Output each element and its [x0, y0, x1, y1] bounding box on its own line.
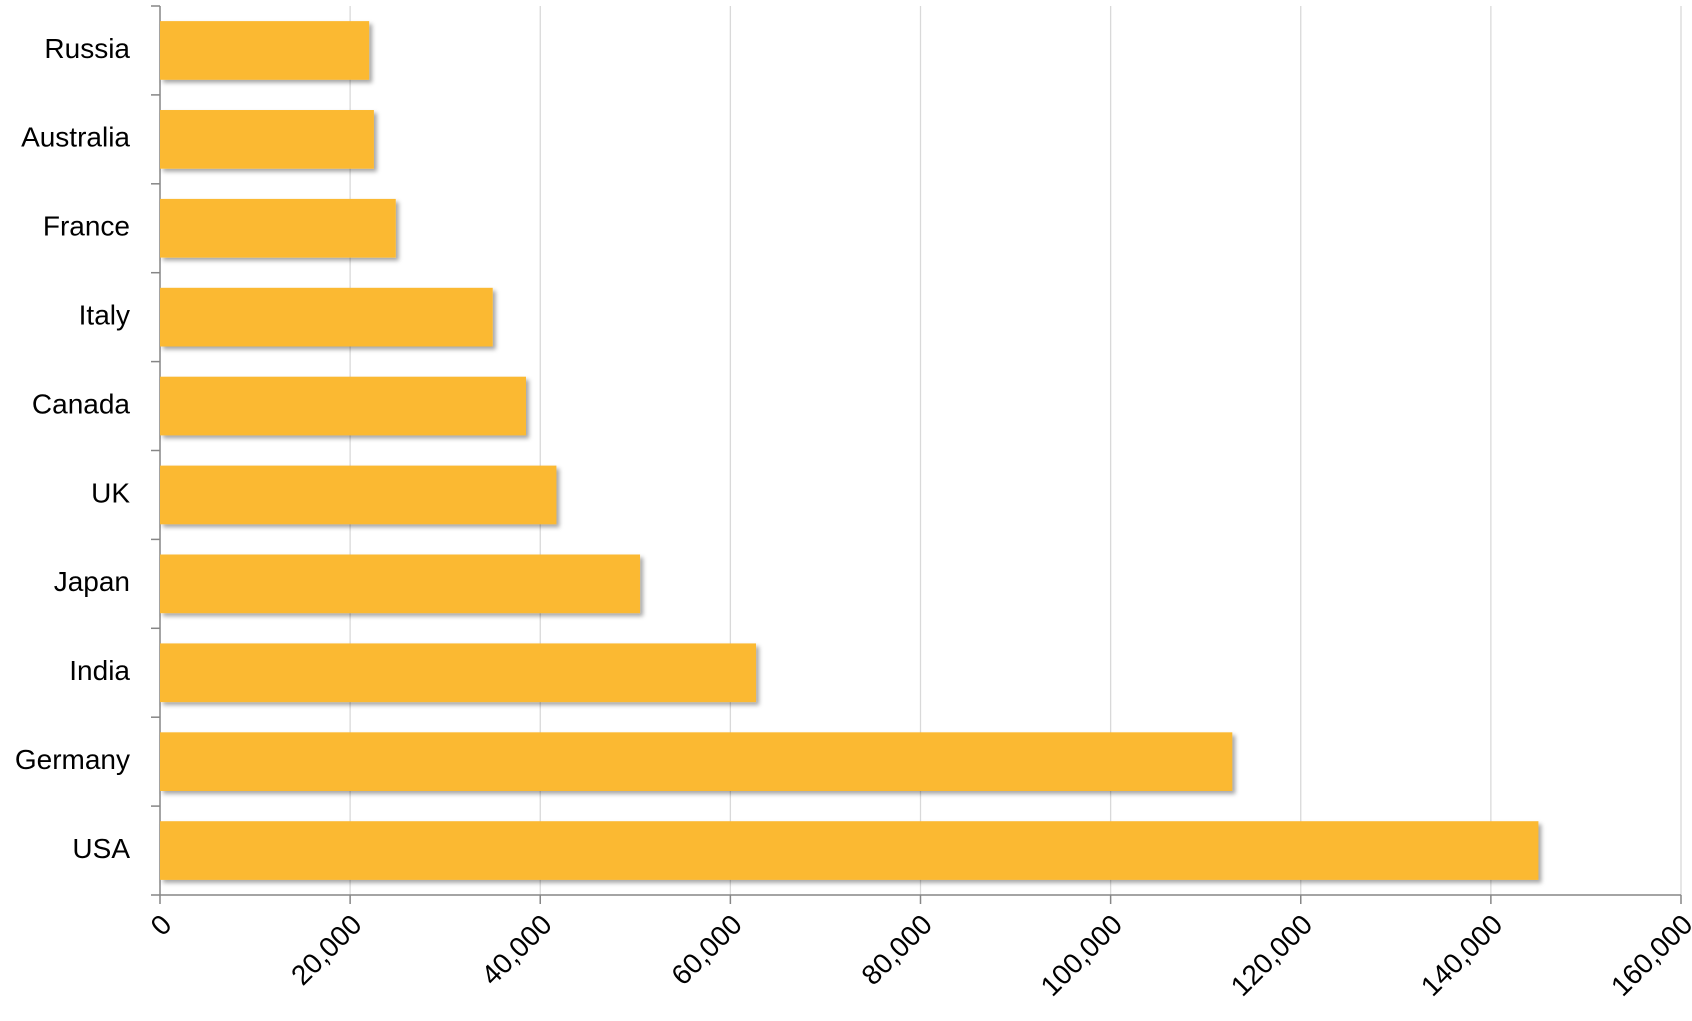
x-tick-label: 100,000 — [1035, 909, 1128, 1002]
bar — [160, 554, 641, 614]
y-tick-label: Italy — [79, 300, 130, 331]
x-tick-label: 20,000 — [285, 909, 367, 991]
y-tick-label: UK — [91, 477, 130, 508]
y-tick-label: India — [69, 655, 130, 686]
y-tick-label: Japan — [54, 566, 130, 597]
bar — [160, 465, 557, 525]
x-tick-label: 80,000 — [855, 909, 937, 991]
bar — [160, 732, 1233, 791]
x-tick-label: 140,000 — [1415, 909, 1508, 1002]
x-tick-label: 60,000 — [665, 909, 747, 991]
x-tick-label: 160,000 — [1605, 909, 1692, 1002]
y-tick-label: Canada — [32, 388, 131, 419]
bar — [160, 287, 493, 347]
bar — [160, 821, 1539, 880]
bar — [160, 376, 526, 436]
y-tick-label: USA — [72, 833, 130, 864]
bar — [160, 21, 370, 80]
y-tick-label: France — [43, 211, 130, 242]
y-tick-label: Australia — [21, 122, 130, 153]
bar — [160, 643, 757, 703]
y-tick-label: Germany — [15, 744, 130, 775]
x-tick-label: 40,000 — [475, 909, 557, 991]
bar — [160, 110, 374, 169]
x-tick-label: 0 — [145, 909, 178, 942]
x-tick-label: 120,000 — [1225, 909, 1318, 1002]
y-tick-label: Russia — [44, 33, 130, 64]
bar — [160, 198, 396, 258]
